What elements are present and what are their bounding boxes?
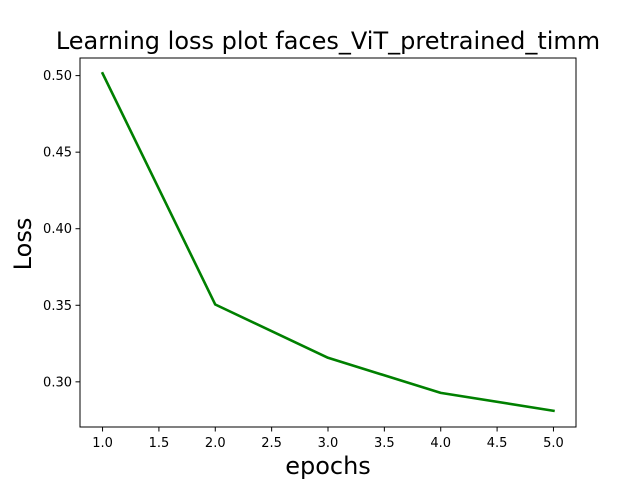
x-tick-label: 1.5 (149, 436, 170, 451)
x-tick-label: 4.0 (430, 436, 451, 451)
x-tick-label: 2.5 (261, 436, 282, 451)
y-tick-label: 0.45 (43, 146, 72, 161)
y-tick-label: 0.50 (43, 69, 72, 84)
x-axis-label: epochs (285, 452, 371, 480)
x-tick-label: 3.5 (374, 436, 395, 451)
x-tick-label: 1.0 (92, 436, 113, 451)
y-tick-label: 0.30 (43, 375, 72, 390)
y-tick-label: 0.40 (43, 222, 72, 237)
x-tick-label: 3.0 (318, 436, 339, 451)
plot-frame (79, 57, 577, 428)
x-tick-label: 5.0 (543, 436, 564, 451)
chart-title: Learning loss plot faces_ViT_pretrained_… (56, 27, 600, 55)
series-line-0 (100, 71, 555, 413)
x-tick-label: 4.5 (487, 436, 508, 451)
y-axis-label: Loss (9, 218, 37, 271)
x-tick-label: 2.0 (205, 436, 226, 451)
y-tick-label: 0.35 (43, 299, 72, 314)
plot-area: 1.0 1.5 2.0 2.5 3.0 3.5 4.0 4.5 5.0 0.30 0.35 0.40 0… (43, 57, 577, 451)
